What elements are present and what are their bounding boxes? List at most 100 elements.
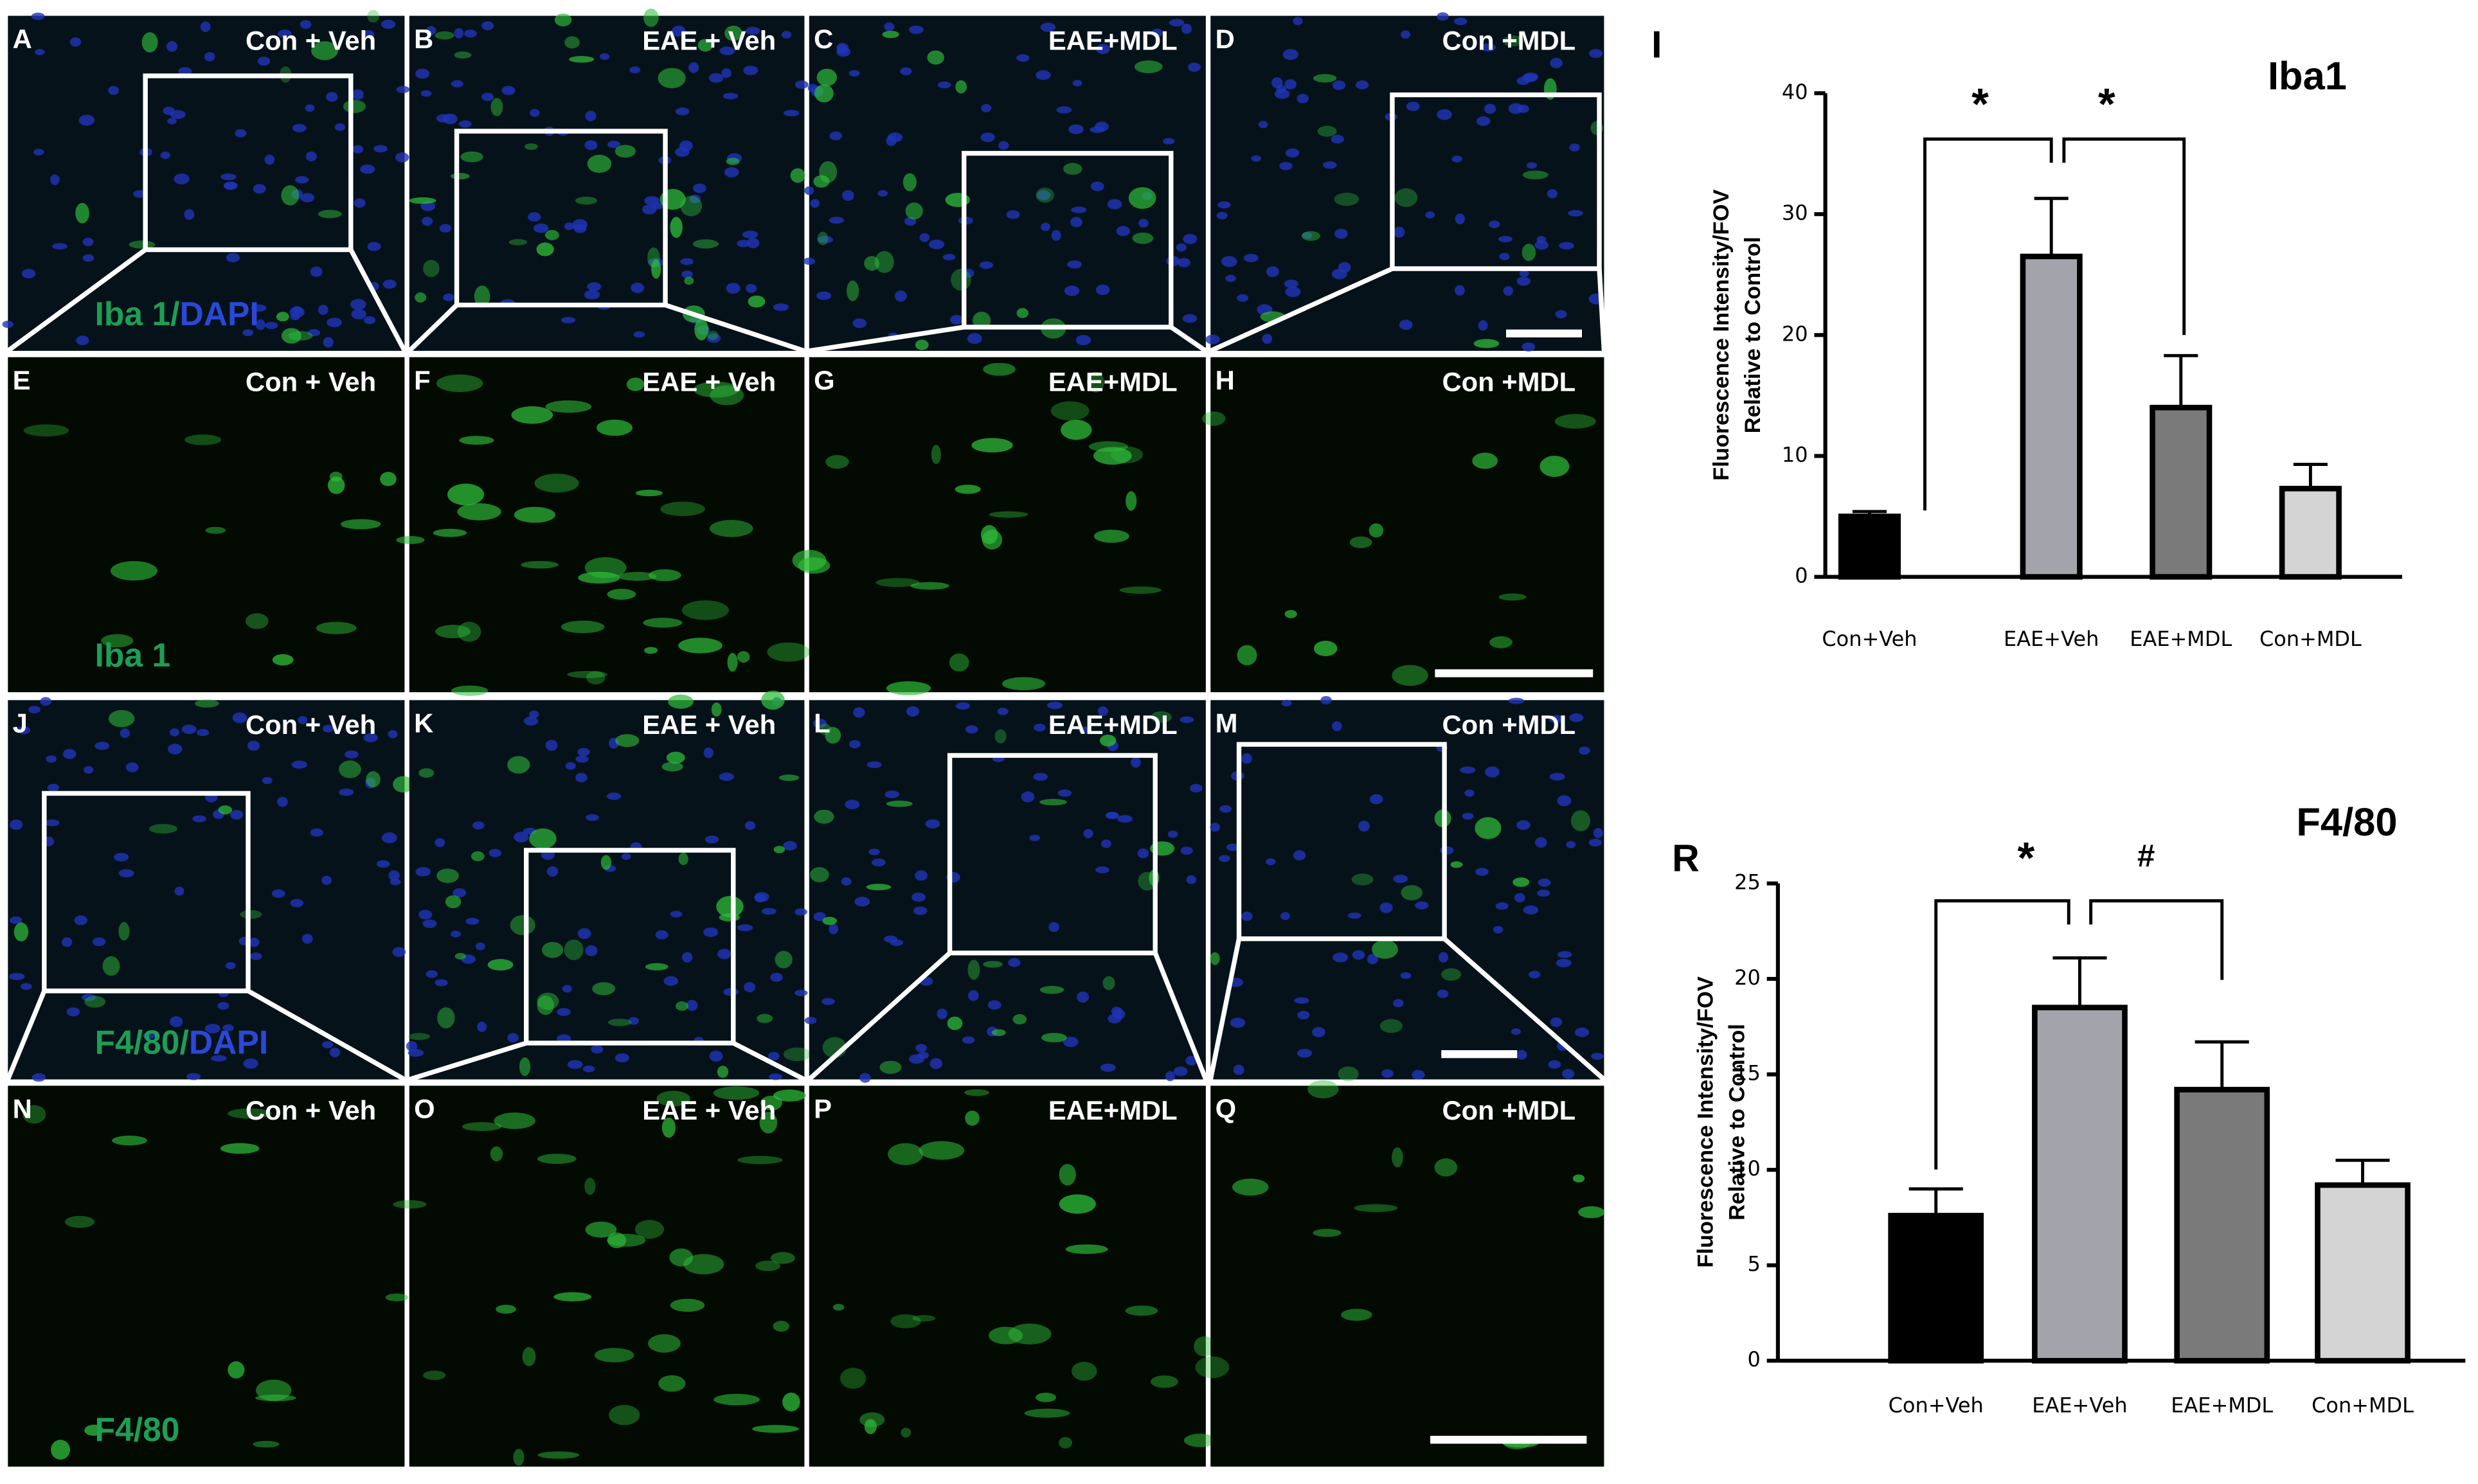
nucleus xyxy=(1078,726,1091,734)
cell xyxy=(511,406,553,424)
nucleus xyxy=(813,912,826,922)
nucleus xyxy=(8,972,25,980)
nucleus xyxy=(1219,805,1232,813)
nucleus xyxy=(1297,93,1309,103)
micrograph: O EAE + Veh xyxy=(393,1086,806,1467)
cell xyxy=(1341,1309,1372,1321)
cell xyxy=(643,618,683,628)
nucleus xyxy=(186,1073,201,1080)
nucleus xyxy=(1271,77,1283,89)
cell xyxy=(84,996,106,1008)
cell xyxy=(84,1424,103,1436)
cell xyxy=(651,259,661,279)
cell xyxy=(737,1156,783,1165)
nucleus xyxy=(450,930,461,938)
nucleus xyxy=(795,989,808,996)
cell xyxy=(1489,636,1513,648)
x-tick-label: EAE+MDL xyxy=(2171,1393,2273,1418)
cell xyxy=(1061,420,1092,440)
nucleus xyxy=(1241,911,1253,922)
cell xyxy=(790,168,805,183)
nucleus xyxy=(822,997,835,1005)
cell xyxy=(1441,968,1462,981)
nucleus xyxy=(435,838,445,848)
cell xyxy=(437,1007,455,1029)
cell xyxy=(393,1200,427,1209)
cell xyxy=(727,652,738,672)
nucleus xyxy=(464,29,477,38)
nucleus xyxy=(726,282,741,294)
zoom-line xyxy=(247,988,406,1082)
nucleus xyxy=(339,788,354,796)
nucleus xyxy=(422,217,433,226)
nucleus xyxy=(606,792,622,800)
nucleus xyxy=(211,1055,227,1062)
nucleus xyxy=(1589,49,1603,58)
x-tick-label: Con+MDL xyxy=(2259,627,2362,651)
nucleus xyxy=(44,819,60,827)
stain-label: F4/80/DAPI xyxy=(95,1023,269,1060)
nucleus xyxy=(181,724,197,735)
cell xyxy=(64,1215,95,1228)
nucleus xyxy=(1331,721,1342,731)
nucleus xyxy=(415,867,431,877)
cell xyxy=(814,809,834,824)
cell xyxy=(433,528,467,537)
nucleus xyxy=(82,237,94,247)
nucleus xyxy=(746,238,760,249)
nucleus xyxy=(546,866,559,877)
cell xyxy=(915,339,929,350)
cell xyxy=(825,727,841,744)
nucleus xyxy=(1262,334,1273,344)
nucleus xyxy=(1111,1006,1122,1016)
cell xyxy=(228,1361,245,1379)
nucleus xyxy=(708,73,724,83)
nucleus xyxy=(1117,815,1133,823)
cell xyxy=(487,959,514,971)
nucleus xyxy=(724,167,739,177)
cell xyxy=(965,1111,980,1126)
cell xyxy=(553,1292,592,1301)
nucleus xyxy=(373,145,388,153)
cell xyxy=(607,1018,632,1026)
nucleus xyxy=(354,198,366,208)
cell xyxy=(597,419,633,436)
nucleus xyxy=(426,26,436,35)
nucleus xyxy=(577,747,590,756)
nucleus xyxy=(987,1000,1001,1010)
stain-part: DAPI xyxy=(180,294,259,332)
nucleus xyxy=(253,184,266,194)
cell xyxy=(710,385,744,406)
nucleus xyxy=(1320,695,1332,705)
nucleus xyxy=(980,132,995,143)
nucleus xyxy=(523,716,539,726)
condition-label: EAE+MDL xyxy=(1048,710,1178,740)
cell xyxy=(902,173,917,192)
micrograph: D Con +MDL xyxy=(1205,12,1607,353)
nucleus xyxy=(1549,773,1565,781)
cell xyxy=(1307,1080,1339,1098)
nucleus xyxy=(908,1054,925,1064)
cell xyxy=(1354,1204,1398,1212)
nucleus xyxy=(615,1053,629,1063)
nucleus xyxy=(929,1058,943,1069)
nucleus xyxy=(1217,201,1231,209)
nucleus xyxy=(290,898,303,907)
cell xyxy=(1394,188,1418,208)
cell xyxy=(578,571,620,584)
cell xyxy=(681,600,729,620)
cell xyxy=(436,374,483,393)
nucleus xyxy=(62,749,76,760)
cell xyxy=(1036,187,1054,203)
cell xyxy=(1284,609,1297,618)
nucleus xyxy=(196,729,210,737)
nucleus xyxy=(1334,228,1348,239)
cell xyxy=(496,1305,516,1314)
cell xyxy=(408,1033,431,1041)
nucleus xyxy=(1237,294,1248,302)
nucleus xyxy=(1522,73,1538,82)
cell xyxy=(1434,1158,1458,1177)
nucleus xyxy=(82,254,94,262)
nucleus xyxy=(300,193,314,202)
nucleus xyxy=(703,747,714,758)
